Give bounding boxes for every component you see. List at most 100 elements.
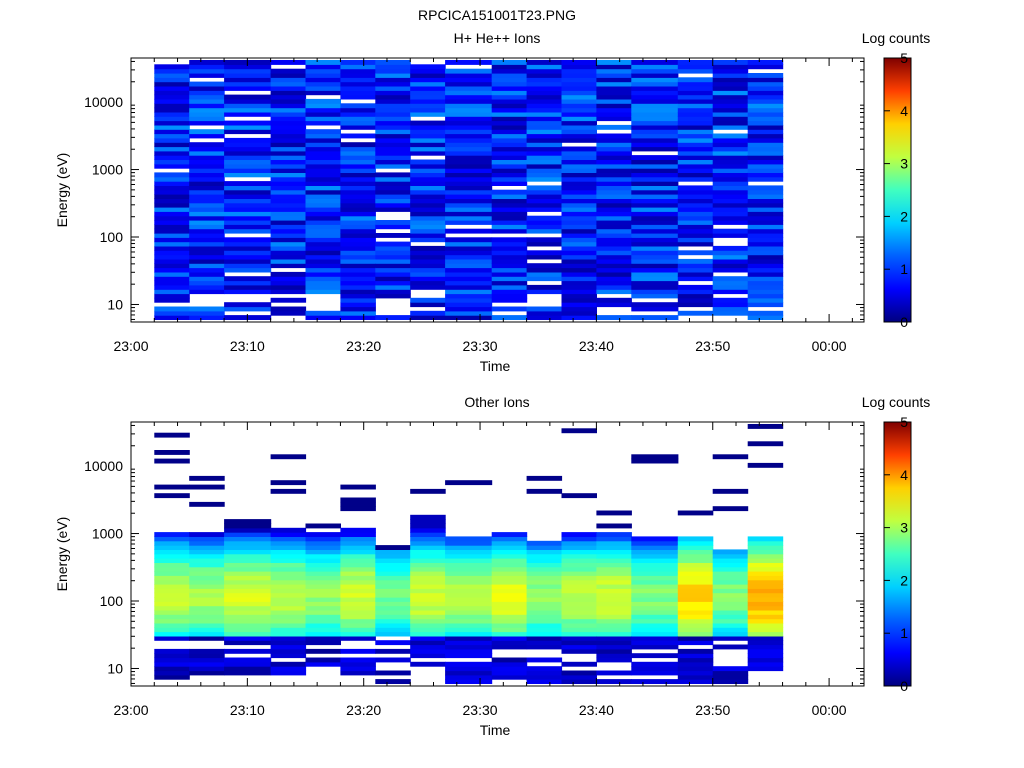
heatmap-cell bbox=[677, 211, 714, 217]
heatmap-cell bbox=[712, 588, 749, 594]
heatmap-cell bbox=[596, 631, 632, 637]
heatmap-cell bbox=[631, 679, 679, 684]
heatmap-cell bbox=[491, 601, 528, 607]
heatmap-cell bbox=[677, 241, 714, 247]
heatmap-cell bbox=[305, 549, 341, 555]
heatmap-cell bbox=[340, 172, 376, 178]
heatmap-cell bbox=[189, 661, 225, 667]
heatmap-cell bbox=[445, 111, 493, 117]
heatmap-cell bbox=[445, 302, 493, 308]
heatmap-cell bbox=[445, 271, 493, 277]
heatmap-cell bbox=[340, 506, 376, 512]
heatmap-cell bbox=[526, 622, 563, 628]
y-tick-label: 10000 bbox=[84, 458, 123, 474]
heatmap-cell bbox=[491, 172, 528, 178]
heatmap-cell bbox=[631, 155, 679, 160]
heatmap-cell bbox=[596, 172, 632, 178]
heatmap-cell bbox=[445, 241, 493, 247]
heatmap-cell bbox=[375, 609, 411, 615]
heatmap-cell bbox=[747, 588, 784, 594]
heatmap-cell bbox=[375, 618, 411, 624]
heatmap-cell bbox=[631, 159, 679, 165]
heatmap-cell bbox=[224, 579, 272, 585]
heatmap-cell bbox=[561, 241, 597, 247]
heatmap-cell bbox=[631, 627, 679, 633]
heatmap-cell bbox=[677, 562, 714, 568]
heatmap-cell bbox=[154, 94, 190, 100]
heatmap-cell bbox=[596, 237, 632, 243]
heatmap-cell bbox=[445, 627, 493, 633]
heatmap-cell bbox=[340, 566, 376, 572]
heatmap-cell bbox=[561, 189, 597, 195]
heatmap-cell bbox=[305, 627, 341, 633]
heatmap-cell bbox=[305, 189, 341, 195]
heatmap-cell bbox=[747, 601, 784, 607]
heatmap-cell bbox=[340, 124, 376, 130]
heatmap-cell bbox=[224, 666, 272, 672]
heatmap-cell bbox=[596, 60, 632, 65]
heatmap-cell bbox=[526, 98, 563, 104]
heatmap-cell bbox=[410, 77, 446, 83]
heatmap-cell bbox=[340, 198, 376, 204]
heatmap-cell bbox=[154, 159, 190, 165]
heatmap-cell bbox=[189, 86, 225, 91]
plot-axes: 23:00 23:10 23:20 23:30 23:40 23:50 00:0010100… bbox=[84, 421, 865, 718]
heatmap-cell bbox=[154, 310, 190, 316]
heatmap-cell bbox=[631, 103, 679, 109]
heatmap-cell bbox=[224, 618, 272, 624]
heatmap-cell bbox=[410, 233, 446, 238]
x-tick-label: 00:00 bbox=[812, 702, 847, 718]
heatmap-cell bbox=[677, 159, 714, 165]
heatmap-cell bbox=[375, 627, 411, 633]
heatmap-cell bbox=[410, 263, 446, 269]
heatmap-cell bbox=[712, 168, 749, 173]
heatmap-cell bbox=[189, 618, 225, 624]
x-tick-label: 23:00 bbox=[113, 702, 148, 718]
heatmap-cell bbox=[526, 94, 563, 100]
heatmap-cell bbox=[270, 207, 307, 212]
heatmap-cell bbox=[677, 198, 714, 204]
heatmap-cell bbox=[596, 588, 632, 594]
heatmap-cell bbox=[631, 181, 679, 186]
heatmap-cell bbox=[712, 644, 749, 650]
heatmap-cell bbox=[189, 228, 225, 234]
heatmap-cell bbox=[445, 614, 493, 620]
heatmap-cell bbox=[305, 263, 341, 269]
heatmap-cell bbox=[445, 648, 493, 654]
heatmap-cell bbox=[340, 553, 376, 559]
heatmap-cell bbox=[561, 233, 597, 238]
heatmap-cell bbox=[747, 137, 784, 143]
heatmap-cell bbox=[224, 168, 272, 173]
heatmap-cell bbox=[631, 258, 679, 264]
heatmap-cell bbox=[305, 310, 341, 316]
heatmap-cell bbox=[375, 220, 411, 225]
heatmap-cell bbox=[375, 98, 411, 104]
heatmap-cell bbox=[340, 284, 376, 290]
heatmap-cell bbox=[305, 120, 341, 126]
heatmap-cell bbox=[561, 584, 597, 589]
heatmap-cell bbox=[224, 284, 272, 290]
heatmap-cell bbox=[154, 315, 190, 320]
heatmap-cell bbox=[270, 553, 307, 559]
heatmap-cell bbox=[154, 103, 190, 109]
heatmap-cell bbox=[596, 635, 632, 641]
heatmap-cell bbox=[189, 116, 225, 122]
heatmap-cell bbox=[677, 120, 714, 126]
heatmap-cell bbox=[712, 597, 749, 602]
heatmap-cell bbox=[189, 220, 225, 225]
heatmap-cell bbox=[596, 267, 632, 273]
heatmap-cell bbox=[631, 540, 679, 546]
heatmap-cell bbox=[596, 609, 632, 615]
heatmap-cell bbox=[747, 94, 784, 100]
heatmap-cell bbox=[631, 553, 679, 559]
heatmap-cell bbox=[526, 254, 563, 260]
heatmap-cell bbox=[375, 90, 411, 96]
heatmap-cell bbox=[526, 185, 563, 191]
heatmap-cell bbox=[189, 237, 225, 243]
heatmap-cell bbox=[712, 228, 749, 234]
heatmap-cell bbox=[561, 133, 597, 139]
heatmap-cell bbox=[561, 94, 597, 100]
heatmap-cell bbox=[596, 523, 632, 529]
heatmap-cell bbox=[445, 142, 493, 148]
heatmap-cell bbox=[747, 424, 784, 429]
